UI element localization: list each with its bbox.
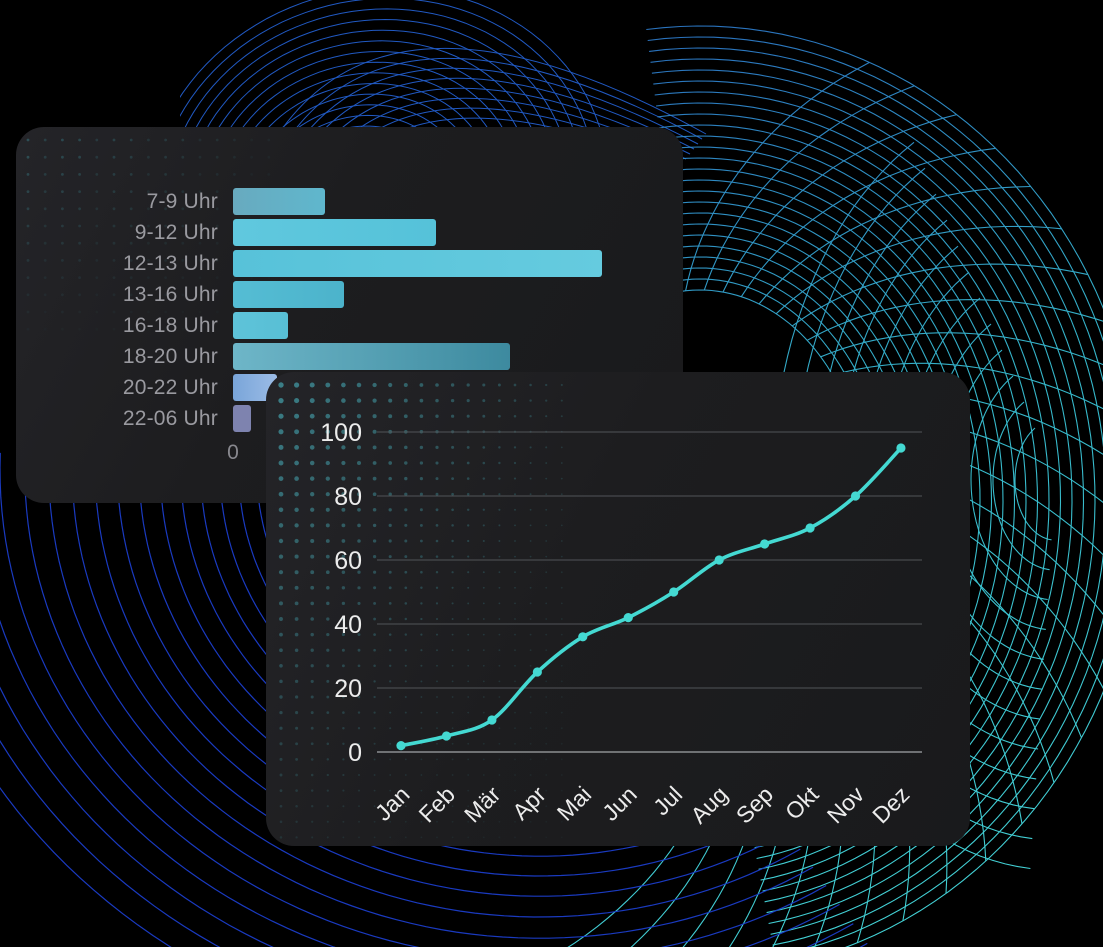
dot-grid [278,382,563,839]
bar-category-label: 9-12 Uhr [134,221,218,244]
month-tick-label: Sep [731,781,778,828]
data-point[interactable] [760,539,770,549]
y-tick-label: 100 [320,419,362,447]
month-tick-label: Aug [685,781,732,828]
bar[interactable] [233,405,251,432]
bar-row: 20-22 Uhr [16,374,683,401]
bar[interactable] [233,250,602,277]
bar-category-label: 7-9 Uhr [146,190,218,213]
data-point[interactable] [441,731,452,741]
month-tick-label: Feb [414,781,460,827]
grid [377,431,922,753]
month-tick-label: Okt [780,781,824,825]
bar[interactable] [233,343,510,370]
y-tick-label: 80 [334,483,362,511]
month-tick-label: Dez [867,781,914,828]
data-point[interactable] [850,491,861,501]
dot-grid [26,138,271,331]
month-tick-label: Mai [552,781,597,826]
bar-category-label: 18-20 Uhr [122,345,218,368]
bar-category-label: 20-22 Uhr [122,376,218,399]
y-tick-label: 20 [334,675,362,703]
y-axis-labels: 0 20 40 60 80 100 [320,419,362,767]
bar-row: 13-16 Uhr [16,281,683,308]
y-tick-label: 40 [334,611,362,639]
bar[interactable] [233,188,325,215]
bar-row: 12-13 Uhr [16,250,683,277]
line-chart-card: 0 20 40 60 80 100 Jan Feb Mär Apr Mai Jun Jul Aug Sep O… [266,372,970,846]
y-tick-label: 60 [334,547,362,575]
data-point[interactable] [532,667,542,677]
bar-category-label: 13-16 Uhr [122,283,218,306]
bar-row: 9-12 Uhr [16,219,683,246]
line-series [399,446,903,748]
month-tick-label: Mär [459,781,506,828]
bar-row: 22-06 Uhr [16,405,683,432]
bar[interactable] [233,281,344,308]
month-tick-label: Jun [597,781,642,826]
month-tick-label: Jan [370,781,415,826]
dot-pattern [26,138,271,331]
y-tick-label: 0 [348,739,362,767]
bar-row: 16-18 Uhr [16,312,683,339]
bar-row: 7-9 Uhr [16,188,683,215]
x-axis-zero-label: 0 [227,441,239,464]
bar-category-label: 12-13 Uhr [122,252,218,275]
data-point[interactable] [578,632,588,642]
data-point[interactable] [669,587,679,597]
month-tick-label: Nov [822,781,870,829]
month-tick-label: Jul [648,781,687,820]
data-point[interactable] [487,715,497,725]
data-points [396,443,906,751]
data-point[interactable] [396,741,406,751]
bar-row: 18-20 Uhr [16,343,683,370]
bar[interactable] [233,312,288,339]
data-point[interactable] [623,613,633,623]
data-point[interactable] [896,443,906,453]
data-point[interactable] [714,555,724,565]
month-tick-label: Apr [507,781,551,825]
bar[interactable] [233,219,436,246]
bar-category-label: 22-06 Uhr [122,407,218,430]
bar-category-label: 16-18 Uhr [122,314,218,337]
dot-pattern [278,382,563,839]
data-point[interactable] [805,523,815,533]
